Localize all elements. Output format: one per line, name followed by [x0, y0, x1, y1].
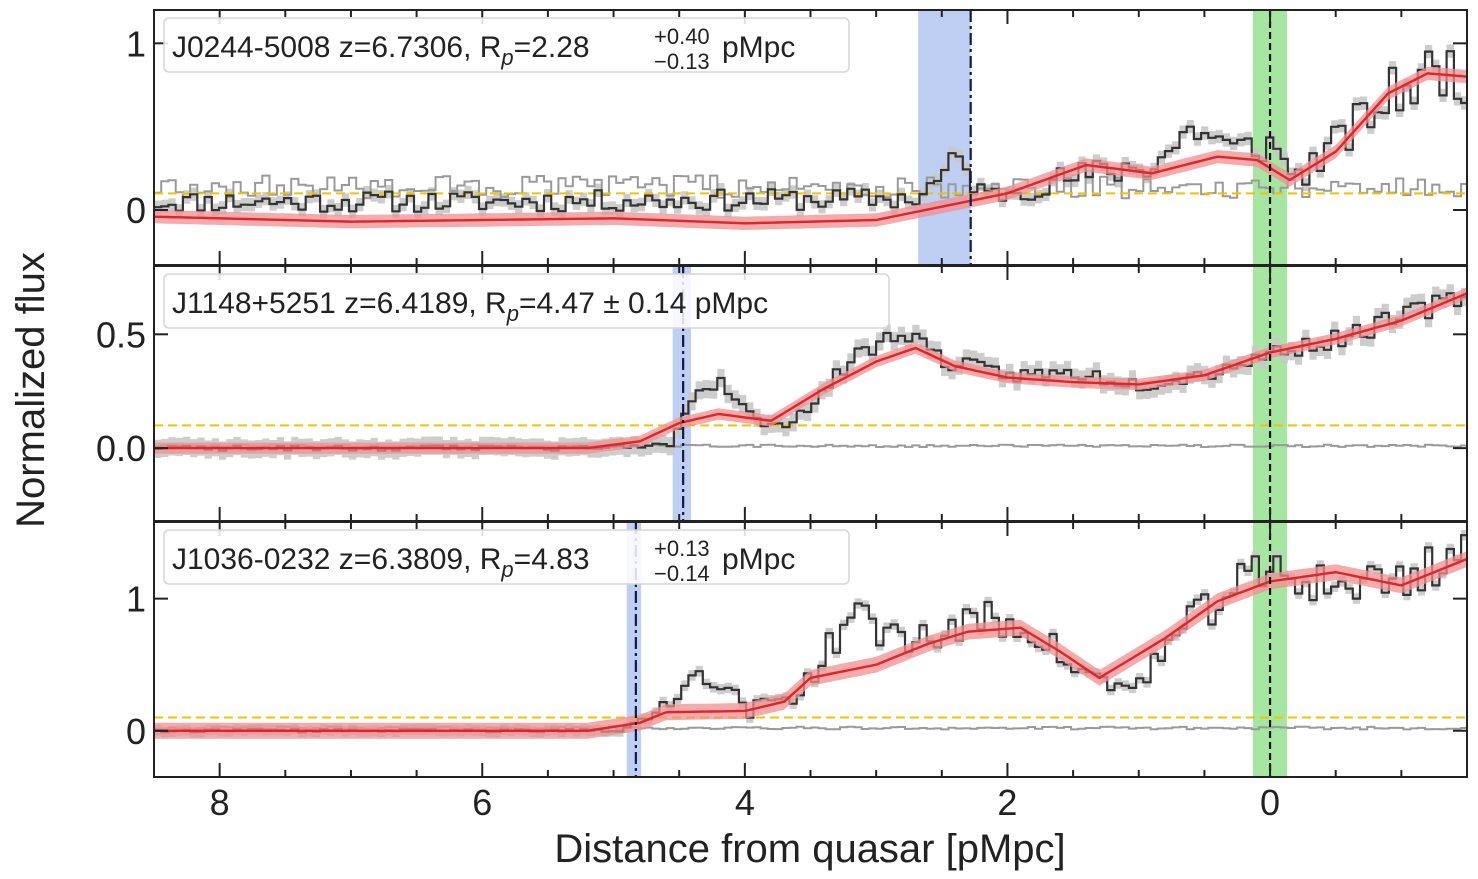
panel-J0244-5008: 0 1 J0244-5008 z=6.7306, Rp=2.28 +0.40−0.13… [126, 9, 1468, 266]
panel-label-box [163, 273, 890, 329]
panel-plot-area [154, 266, 1467, 521]
rp-uncertainty-band [626, 522, 642, 777]
panel-label: J0244-5008 z=6.7306, Rp=2.28 +0.40−0.13 pM… [163, 17, 850, 74]
y-tick-label: 1 [126, 579, 146, 620]
model-line [154, 292, 1467, 450]
rp-uncertainty-band [918, 10, 971, 265]
y-tick-label: 0 [126, 711, 146, 752]
label-unit: pMpc [722, 543, 795, 576]
panel-J1036-0232: 0 1 J1036-0232 z=6.3809, Rp=4.83 +0.13−0.14… [126, 521, 1468, 778]
x-tick-label: 2 [997, 782, 1017, 823]
y-tick-label: 0.0 [96, 428, 146, 469]
model-uncertainty-band [154, 551, 1467, 739]
label-err-plus: +0.13 [654, 536, 710, 561]
panel-J1148+5251: 0.0 0.5 J1148+5251 z=6.4189, Rp=4.47 ± 0.1… [96, 265, 1468, 522]
y-axis-label: Normalized flux [9, 252, 53, 528]
panel-plot-area [154, 10, 1467, 265]
error-spectrum [154, 174, 1467, 200]
panels-group: 0 1 J0244-5008 z=6.7306, Rp=2.28 +0.40−0.13… [96, 9, 1468, 823]
x-tick-label: 6 [472, 782, 492, 823]
panel-label-text: J1148+5251 z=6.4189, Rp=4.47 ± 0.14 pMpc [172, 287, 768, 326]
rp-uncertainty-band [672, 266, 692, 521]
x-tick-label: 4 [735, 782, 755, 823]
label-unit: pMpc [722, 31, 795, 64]
x-tick-label: 8 [210, 782, 230, 823]
x-axis-label: Distance from quasar [pMpc] [554, 827, 1065, 871]
panel-label-box [163, 529, 850, 585]
panel-label-box [163, 17, 850, 73]
x-tick-label: 0 [1260, 782, 1280, 823]
model-line [154, 557, 1467, 732]
y-tick-label: 1 [126, 23, 146, 64]
panel-label: J1036-0232 z=6.3809, Rp=4.83 +0.13−0.14 pM… [163, 529, 850, 586]
model-line [154, 72, 1467, 225]
model-uncertainty-band [154, 66, 1467, 230]
model-uncertainty-band [154, 287, 1467, 454]
panel-label: J1148+5251 z=6.4189, Rp=4.47 ± 0.14 pMpc [163, 273, 890, 329]
panel-label-text: J0244-5008 z=6.7306, Rp=2.28 [172, 31, 590, 70]
panel-plot-area [154, 522, 1467, 777]
y-tick-label: 0.5 [96, 314, 146, 355]
y-tick-label: 0 [126, 190, 146, 231]
label-err-minus: −0.14 [654, 561, 710, 586]
panel-label-text: J1036-0232 z=6.3809, Rp=4.83 [172, 543, 590, 582]
label-err-plus: +0.40 [654, 24, 710, 49]
label-err-minus: −0.13 [654, 49, 710, 74]
